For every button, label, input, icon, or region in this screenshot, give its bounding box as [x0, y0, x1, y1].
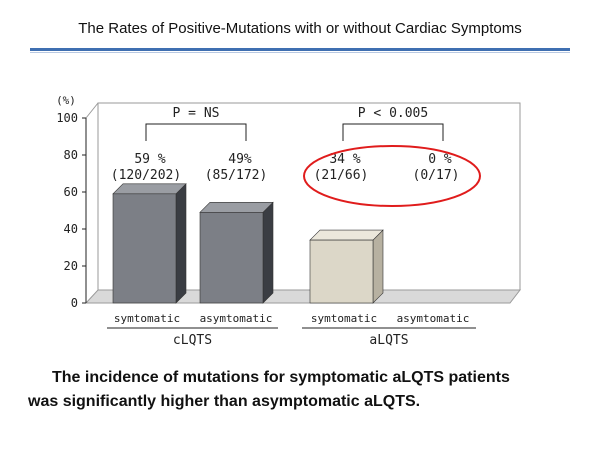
- group-label: cLQTS: [173, 333, 212, 348]
- slide-title: The Rates of Positive-Mutations with or …: [78, 20, 522, 37]
- title-divider: [30, 48, 570, 51]
- bar-side: [175, 183, 187, 304]
- bar-labels: 59 %(120/202) 49%(85/172) 34 %(21/66) 0 %(0…: [111, 106, 481, 207]
- group-labels: cLQTS aLQTS: [107, 327, 476, 348]
- bar-top: [199, 202, 274, 213]
- category-label: asymtomatic: [200, 312, 273, 325]
- y-tick-label: 80: [64, 148, 78, 162]
- y-tick-label: 0: [71, 296, 78, 310]
- bar-side: [262, 201, 274, 304]
- bar-chart: (%) 0 20 40 60 80 100 59 %(120/202) 49%(85/172)…: [56, 94, 522, 348]
- bars: [112, 183, 384, 304]
- p-value-bracket: [342, 123, 444, 141]
- bar-top: [309, 229, 384, 241]
- p-value-label: P < 0.005: [358, 106, 428, 121]
- bar: [309, 239, 374, 304]
- bar-value-ratio: (120/202): [111, 168, 181, 183]
- highlight-ellipse: [303, 145, 481, 207]
- category-labels: symtomatic asymtomatic symtomatic asymtomat…: [114, 312, 470, 325]
- y-axis: (%) 0 20 40 60 80 100: [56, 94, 87, 310]
- group-label: aLQTS: [369, 333, 408, 348]
- category-label: symtomatic: [114, 312, 180, 325]
- bar-value-ratio: (21/66): [314, 168, 369, 183]
- bar-value-percent: 0 %: [428, 152, 452, 167]
- title-divider-thin: [30, 52, 570, 53]
- bar: [112, 193, 177, 304]
- y-tick-label: 100: [56, 111, 78, 125]
- slide-caption: The incidence of mutations for symptomat…: [28, 366, 588, 414]
- category-label: symtomatic: [311, 312, 377, 325]
- bar-top: [112, 183, 187, 195]
- bar-value-ratio: (0/17): [413, 168, 460, 183]
- y-tick-label: 40: [64, 222, 78, 236]
- p-value-bracket: [145, 123, 247, 141]
- bar: [199, 212, 264, 304]
- caption-line-2: was significantly higher than asymptomat…: [28, 393, 421, 410]
- bar-value-percent: 49%: [228, 152, 252, 167]
- chart-side-edge: [85, 102, 99, 119]
- bar-value-percent: 59 %: [134, 152, 165, 167]
- bar-side: [372, 229, 384, 304]
- bar-value-ratio: (85/172): [205, 168, 268, 183]
- bar-value-percent: 34 %: [329, 152, 360, 167]
- y-tick-label: 20: [64, 259, 78, 273]
- p-value-label: P = NS: [173, 106, 220, 121]
- category-label: asymtomatic: [397, 312, 470, 325]
- caption-line-1: The incidence of mutations for symptomat…: [52, 369, 510, 386]
- y-tick-label: 60: [64, 185, 78, 199]
- y-unit-label: (%): [56, 94, 76, 107]
